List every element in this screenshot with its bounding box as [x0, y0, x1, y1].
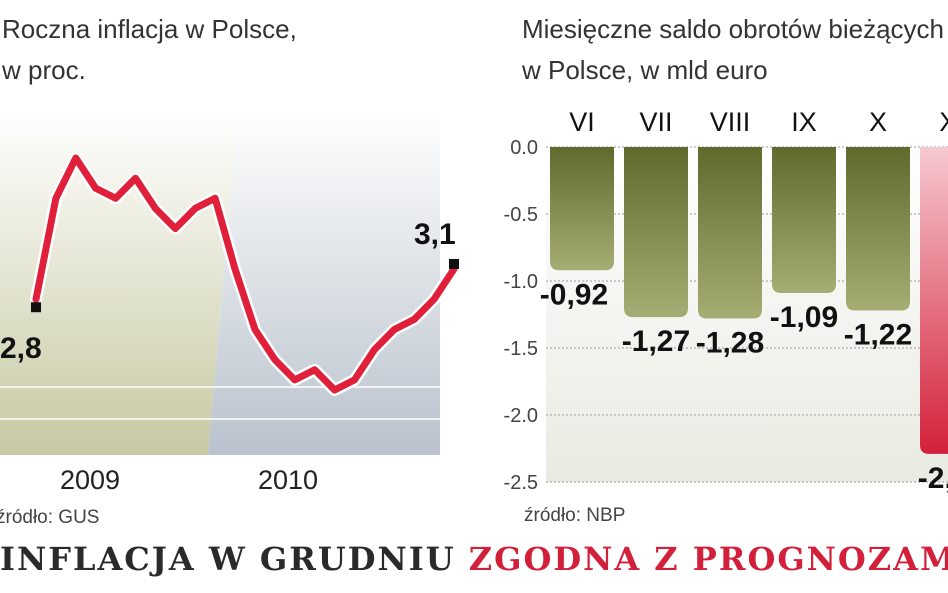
month-label: X	[869, 107, 887, 137]
bar-X	[846, 147, 910, 311]
period-label-2010: 2010	[258, 465, 318, 495]
month-label: XI	[939, 107, 948, 137]
bar-value-label: -1,28	[696, 327, 764, 360]
bar-value-label: -2,29	[918, 462, 948, 495]
headline-part-2: ZGODNA Z PROGNOZAMI	[468, 540, 948, 578]
period-2010-area	[208, 110, 440, 455]
inflation-line	[32, 154, 458, 394]
inflation-subtitle: w proc.	[1, 55, 86, 85]
bar-IX	[772, 147, 836, 294]
period-backgrounds	[0, 110, 440, 455]
period-label-2009: 2009	[60, 465, 120, 495]
y-tick-label: -0.5	[504, 204, 538, 226]
bar-XI	[920, 147, 948, 454]
bar-value-label: -1,22	[844, 318, 912, 351]
headline: INFLACJA W GRUDNIU ZGODNA Z PROGNOZAMI	[0, 540, 948, 578]
current-account-chart: Miesięczne saldo obrotów bieżących w Pol…	[504, 14, 948, 526]
balance-subtitle: w Polsce, w mld euro	[521, 55, 768, 85]
month-label: VIII	[710, 107, 751, 137]
inflation-point-marker	[449, 258, 459, 269]
bar-value-label: -0,92	[540, 278, 608, 311]
inflation-start-label: 2,8	[0, 332, 42, 365]
balance-title: Miesięczne saldo obrotów bieżących	[522, 14, 944, 44]
month-label: IX	[791, 107, 817, 137]
inflation-point-marker	[31, 302, 41, 313]
balance-source: źródło: NBP	[524, 505, 625, 526]
bar-VII	[624, 147, 688, 318]
inflation-end-label: 3,1	[414, 218, 456, 251]
bar-VIII	[698, 147, 762, 319]
inflation-series	[30, 152, 460, 396]
inflation-title: Roczna inflacja w Polsce,	[2, 14, 297, 44]
y-tick-label: -1.5	[504, 338, 538, 360]
inflation-chart: Roczna inflacja w Polsce, w proc. 2,8 3,…	[0, 14, 460, 528]
y-tick-label: -2.0	[504, 405, 538, 427]
y-tick-label: 0.0	[510, 137, 538, 159]
inflation-source: źródło: GUS	[0, 507, 99, 528]
headline-part-1: INFLACJA W GRUDNIU	[0, 540, 456, 578]
bar-value-label: -1,27	[622, 325, 690, 358]
month-label: VI	[569, 107, 595, 137]
bar-VI	[550, 147, 614, 271]
y-tick-label: -2.5	[504, 472, 538, 494]
month-label: VII	[639, 107, 672, 137]
bar-series: VI -0,92 VII -1,27 VIII -1,28 IX -1,09 X -1,22 XI -…	[540, 107, 948, 495]
y-tick-label: -1.0	[504, 271, 538, 293]
bar-value-label: -1,09	[770, 301, 838, 334]
